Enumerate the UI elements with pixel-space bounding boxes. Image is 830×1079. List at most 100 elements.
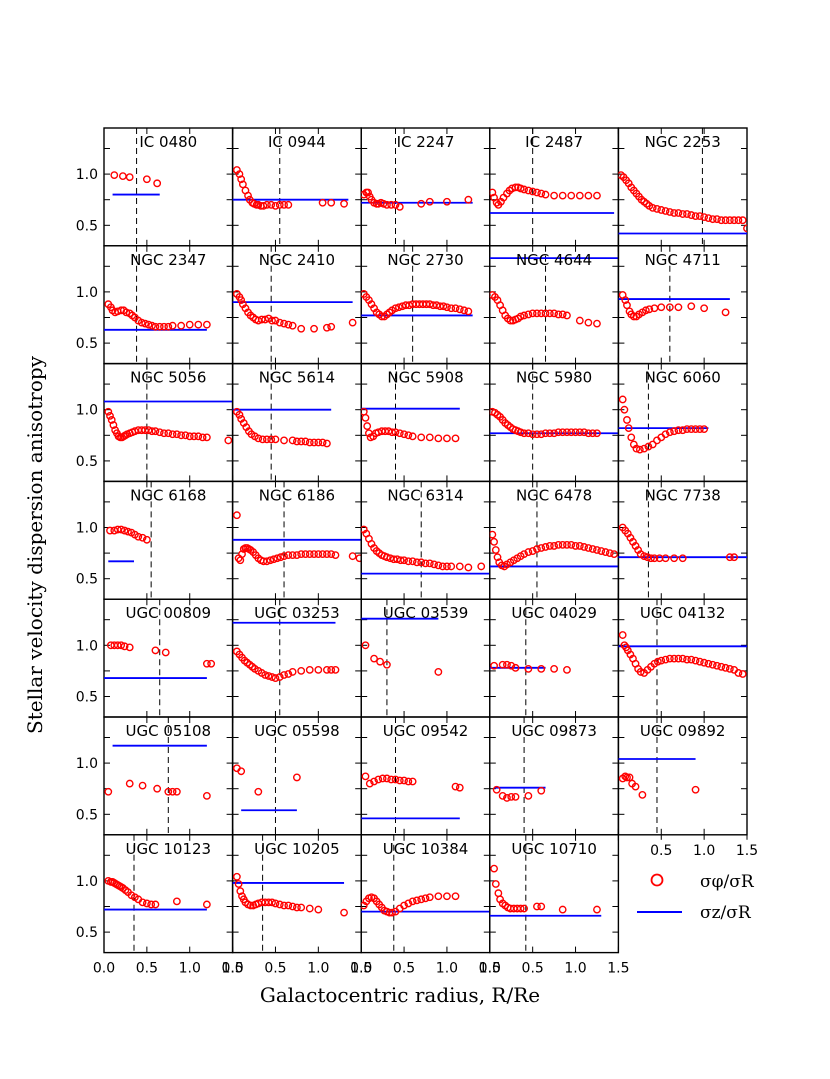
data-point: [653, 205, 661, 213]
panel-plot-area: [618, 363, 709, 482]
data-point: [430, 560, 438, 569]
data-point: [232, 872, 241, 881]
panel-plot-area: [489, 128, 615, 246]
x-tick-label: 1.0: [179, 961, 201, 977]
panel-title: NGC 2730: [387, 251, 463, 269]
data-point: [355, 554, 362, 563]
data-point: [314, 905, 323, 914]
data-point: [738, 216, 747, 225]
data-point: [125, 173, 134, 182]
data-point: [202, 791, 211, 800]
data-point: [280, 436, 288, 445]
data-point: [644, 442, 653, 451]
data-point: [533, 430, 541, 439]
data-point: [571, 428, 580, 437]
panel-title: UGC 04029: [511, 604, 597, 622]
data-point: [593, 319, 601, 328]
data-point: [520, 185, 528, 194]
data-point: [464, 563, 473, 572]
panel-plot-area: [104, 599, 216, 717]
data-point: [268, 673, 276, 681]
data-point: [160, 429, 168, 438]
data-point: [404, 777, 413, 786]
panel-plot-area: [232, 363, 332, 482]
data-point: [268, 898, 276, 907]
data-point: [292, 773, 301, 782]
data-point: [695, 657, 704, 666]
panel-plot-area: [104, 245, 211, 364]
data-point: [691, 785, 700, 794]
data-point: [674, 654, 683, 663]
data-point: [670, 654, 679, 663]
data-point: [700, 213, 709, 222]
data-point: [434, 561, 443, 570]
y-tick-label: 0.5: [76, 572, 98, 588]
data-point: [142, 175, 151, 184]
panel-plot-area: [232, 834, 348, 953]
panel-title: IC 0944: [268, 133, 326, 151]
data-point: [202, 320, 211, 329]
panel: IC 0944: [231, 127, 362, 247]
data-point: [537, 189, 546, 198]
data-point: [237, 296, 246, 304]
panel: UGC 10205 0.0 0.5 1.0 1.5: [221, 834, 372, 977]
data-point: [120, 642, 129, 651]
data-point: [700, 304, 709, 313]
x-tick-label: 1.5: [736, 843, 758, 859]
panel-plot-area: [489, 481, 619, 600]
data-point: [550, 664, 558, 673]
data-point: [280, 901, 288, 910]
panel-plot-area: [361, 717, 464, 835]
data-point: [670, 427, 679, 436]
data-point: [588, 429, 597, 438]
panel-title: NGC 5614: [259, 369, 335, 387]
data-point: [383, 553, 391, 562]
data-point: [443, 562, 451, 571]
x-tick-label: 0.0: [479, 961, 501, 977]
panel-plot-area: [104, 717, 211, 835]
panel-title: UGC 05598: [254, 722, 340, 740]
data-point: [172, 897, 181, 906]
data-point: [153, 179, 162, 188]
data-point: [413, 558, 421, 567]
y-tick-label: 0.5: [76, 218, 98, 234]
data-point: [670, 554, 679, 563]
data-point: [151, 646, 160, 655]
y-tick-label: 1.0: [76, 403, 98, 419]
data-point: [524, 548, 533, 556]
data-point: [575, 428, 584, 437]
data-point: [520, 311, 528, 320]
data-point: [172, 787, 181, 796]
data-point: [267, 435, 276, 444]
data-point: [623, 773, 631, 782]
data-point: [323, 323, 331, 332]
data-point: [400, 901, 408, 910]
data-point: [155, 322, 164, 331]
panel: UGC 03253: [231, 598, 362, 718]
panel-plot-area: [492, 717, 546, 835]
data-point: [738, 670, 747, 678]
data-point: [657, 656, 666, 665]
data-point: [451, 782, 460, 791]
panel-title: NGC 5056: [130, 369, 206, 387]
data-point: [117, 525, 126, 534]
data-point: [404, 557, 413, 566]
data-point: [516, 184, 525, 193]
data-point: [104, 787, 113, 796]
data-point: [185, 320, 194, 329]
data-point: [618, 631, 627, 639]
data-point: [520, 904, 528, 913]
panel-plot-area: [110, 128, 162, 246]
panel: UGC 04132: [617, 598, 748, 718]
data-point: [364, 188, 372, 197]
data-point: [383, 200, 391, 209]
data-point: [125, 779, 134, 788]
data-point: [632, 444, 641, 453]
data-point: [511, 663, 520, 672]
data-point: [297, 324, 306, 333]
data-point: [674, 303, 683, 312]
data-point: [305, 550, 314, 559]
data-point: [391, 775, 400, 784]
panel: NGC 2347 0.5 1.0: [76, 245, 234, 365]
data-point: [683, 425, 691, 434]
